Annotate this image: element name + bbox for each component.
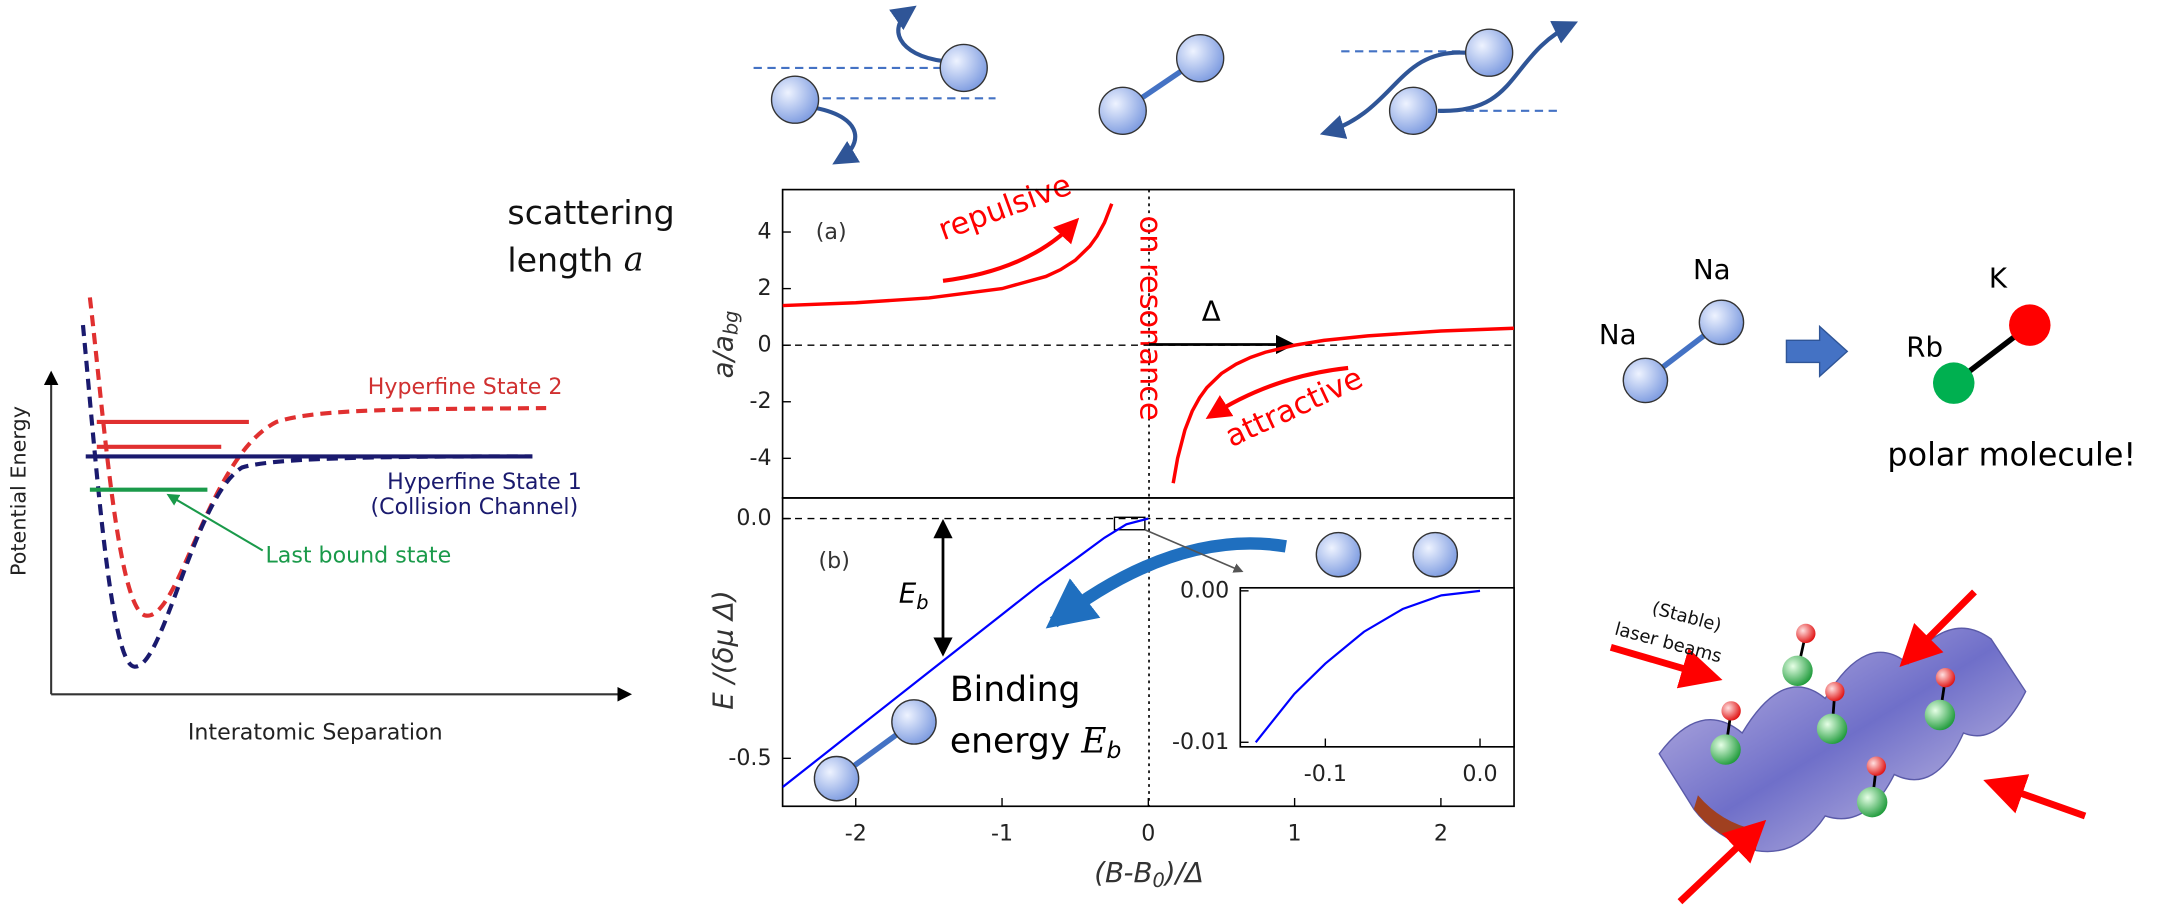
label: Hyperfine State 2 [368,374,563,400]
label: (Collision Channel) [371,494,579,520]
atom [1933,362,1975,404]
x-tick-label: -0.1 [1304,761,1347,787]
atom [1388,86,1438,135]
label: length a [507,239,643,279]
arrow [889,5,944,64]
y-tick-label: 2 [757,275,771,301]
label: Na [1599,318,1637,351]
laser-arrow [1983,774,2087,820]
atom [1175,34,1225,83]
annotation: attractive [1220,361,1368,455]
atom [2009,304,2051,346]
atom [1412,531,1459,578]
y-tick-label: -4 [749,445,771,471]
atom [891,699,937,745]
arrow [815,105,861,165]
lattice: (Stable) laser beams [1609,589,2087,905]
arrow [1437,21,1578,113]
label: Hyperfine State 1 [387,469,582,495]
atom [1464,28,1514,77]
x-tick-label: -2 [845,820,867,846]
annotation: repulsive [934,168,1076,248]
arrow [1319,50,1466,139]
y-tick-label: 0.0 [736,505,771,531]
annotation: Eb [899,577,929,614]
atom [1698,299,1745,346]
label: Rb [1906,331,1943,364]
x-tick-label: 1 [1288,820,1302,846]
y-tick-label: 4 [757,219,771,245]
laser-arrow [1899,589,1977,667]
data-line [782,517,1149,788]
annotation-arrow [1205,365,1349,420]
annotation: on resonance [1133,216,1168,421]
x-tick-label: -1 [991,820,1013,846]
y-axis-label: E /(δμ Δ) [707,590,740,709]
x-tick-label: 0.0 [1462,761,1497,787]
annotation: Binding [950,670,1081,710]
axis-label: Interatomic Separation [188,719,443,745]
atom [813,755,860,802]
molecules: Na Na K Rb polar molecule! [1599,253,2136,473]
x-tick-label: 0 [1141,820,1155,846]
axis-label: Potential Energy [6,406,30,576]
annotation-arrow [1045,537,1287,629]
x-tick-label: 2 [1434,820,1448,846]
label: Na [1693,253,1731,286]
label: polar molecule! [1887,436,2136,473]
top-schematics [753,5,1578,165]
atom [939,43,988,93]
data-line [1254,589,1481,743]
annotation-arrow [942,217,1080,283]
pointer [166,493,264,552]
plot-frame [1239,586,1515,748]
y-axis-label: a/abg [707,311,742,379]
zoom-pointer [1144,528,1244,573]
atom [1315,531,1362,578]
panel-label: (a) [816,219,847,245]
data-line [782,203,1515,484]
atom [1098,86,1147,135]
annotation: Δ [1202,295,1221,328]
y-tick-label: -0.5 [728,745,771,771]
y-tick-label: 0 [757,332,771,358]
state2-curve [87,297,547,618]
label: K [1989,261,2008,294]
label: scattering [507,193,674,232]
atom [1622,357,1669,404]
x-axis-label: (B-B0)/Δ [1094,856,1204,891]
block-arrow [1785,324,1849,378]
annotation: energy Eb [950,721,1122,763]
zoom-box [1113,516,1146,531]
y-tick-label: -2 [749,388,771,414]
laser-arrow [1677,819,1767,905]
y-tick-label: 0.00 [1180,577,1229,603]
y-tick-label: -0.01 [1172,729,1229,755]
potential-diagram: Potential Energy Interatomic Separation … [6,297,633,745]
atom [770,75,820,124]
label: Last bound state [265,543,451,569]
laser-arrow [1609,643,1723,689]
panel-label: (b) [819,548,850,574]
lattice-molecules [1710,623,1956,818]
